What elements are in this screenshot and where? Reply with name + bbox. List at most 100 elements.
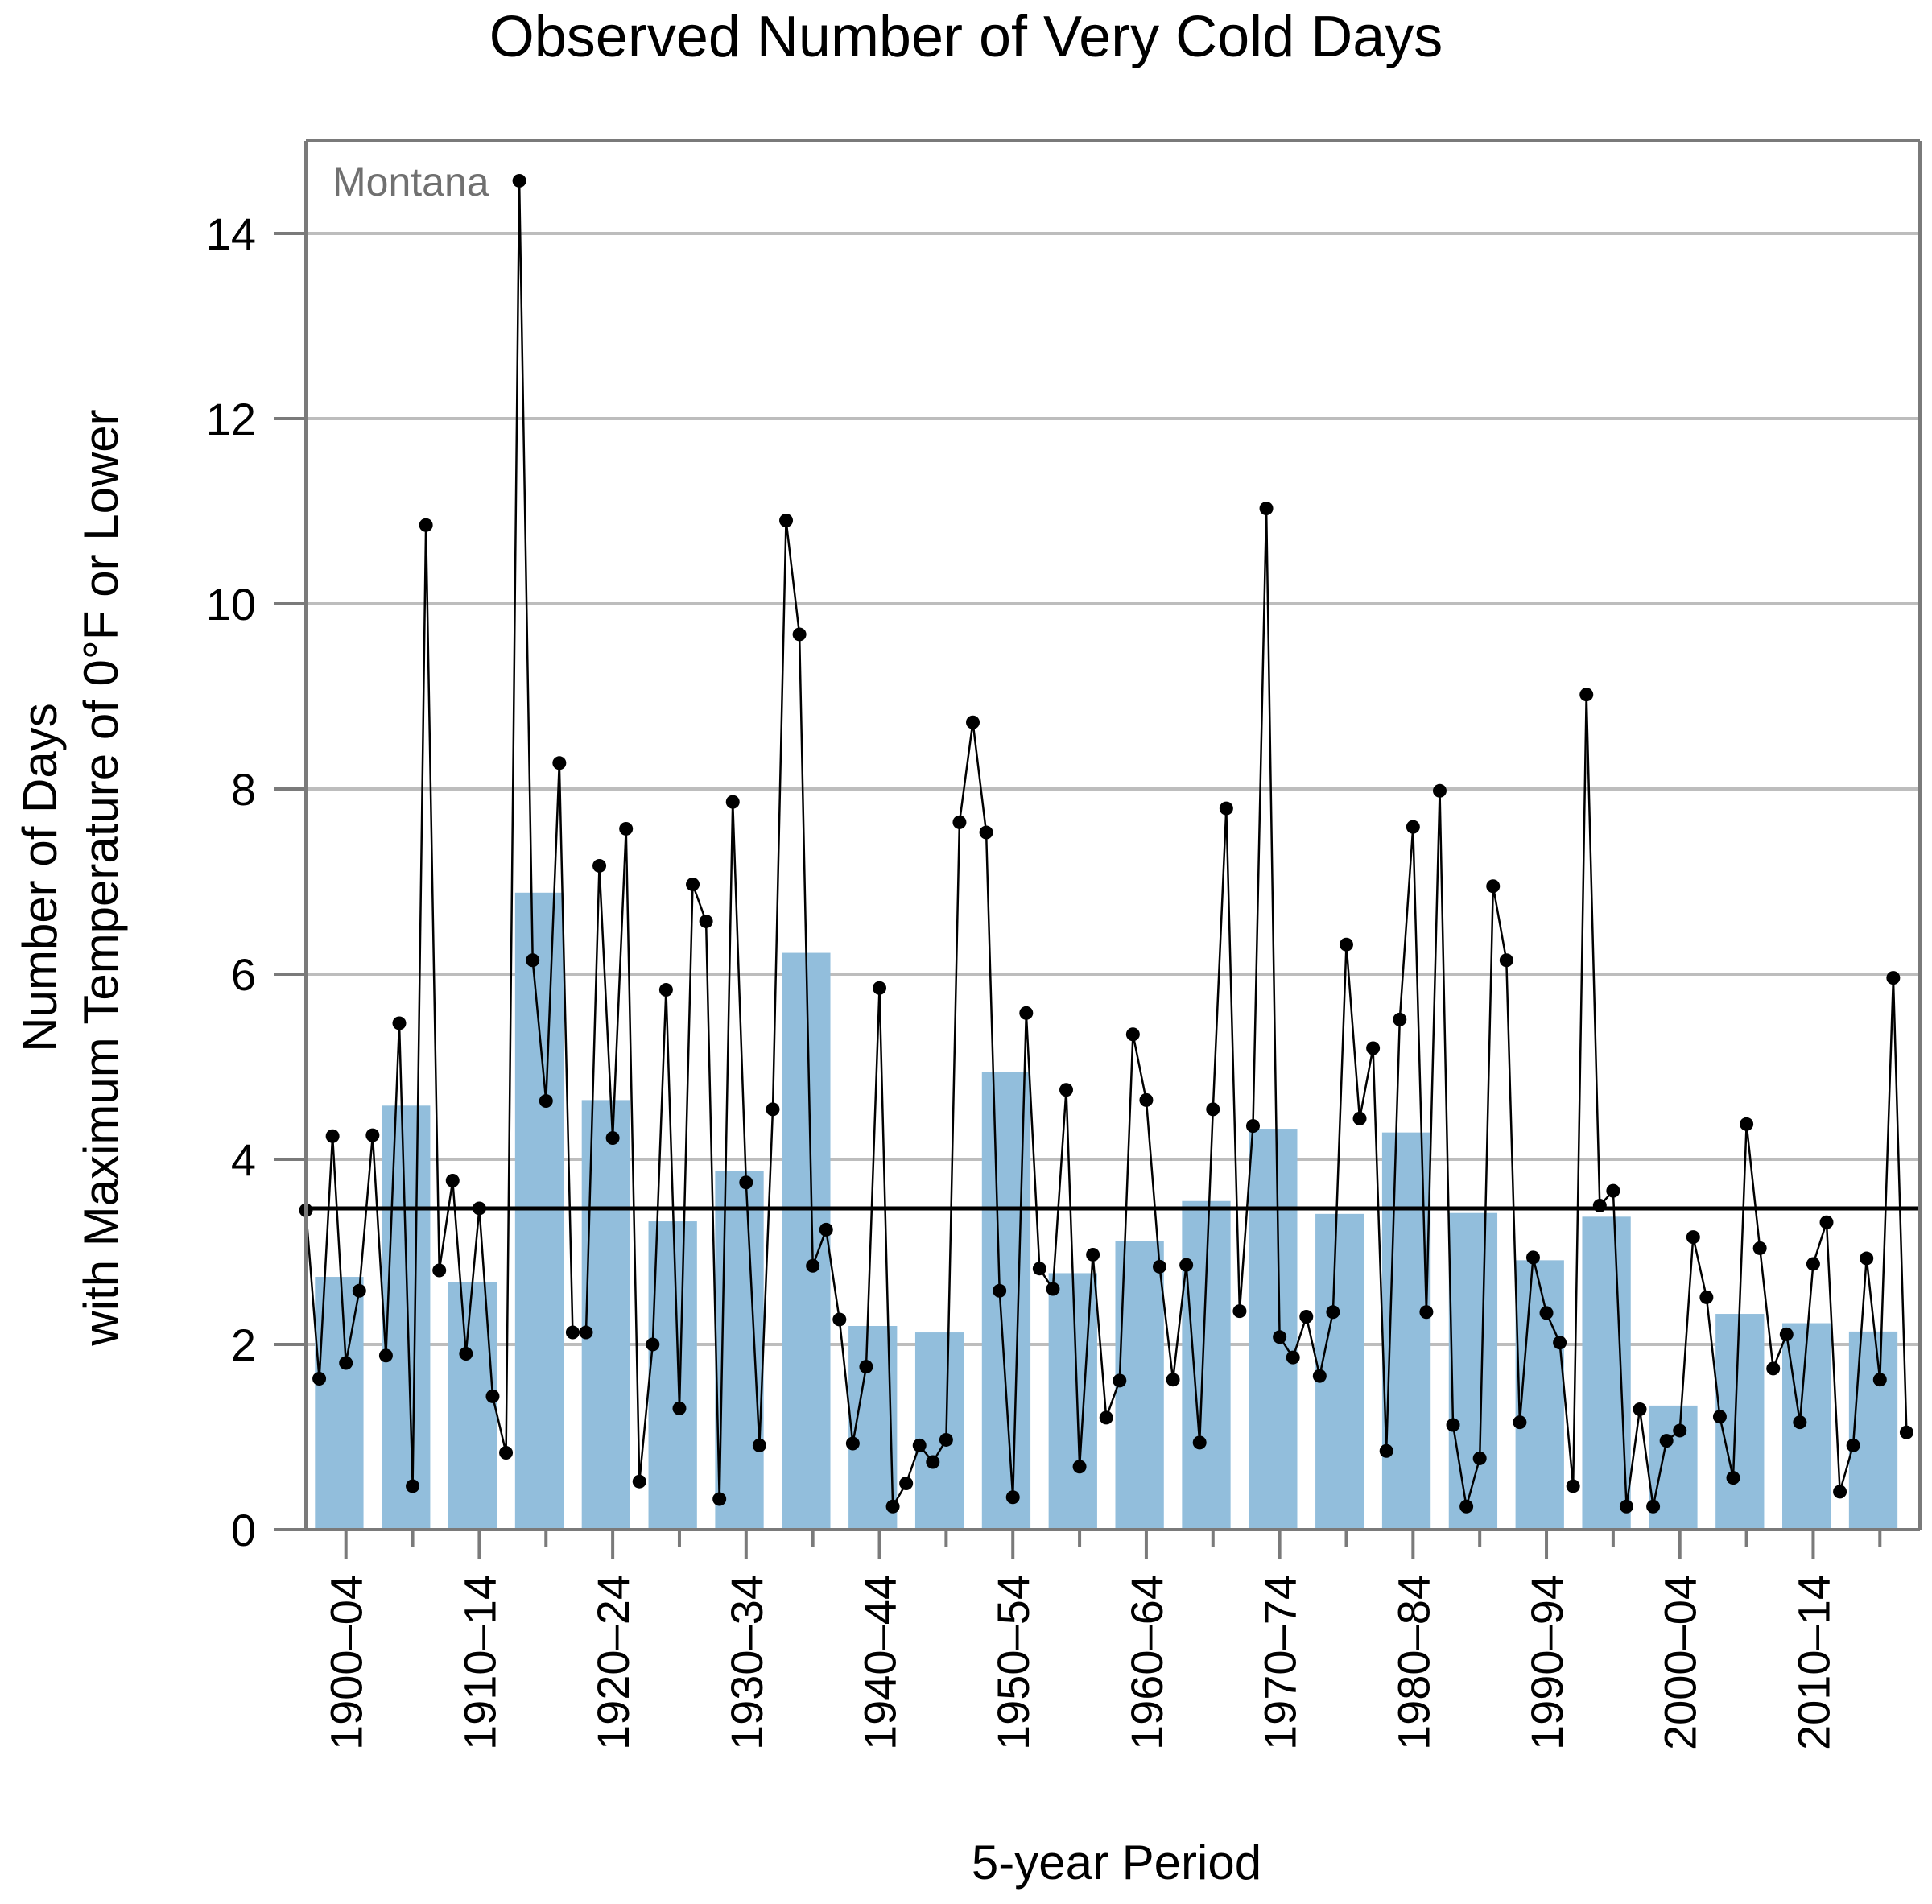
annual-point-1990 [1513,1415,1527,1430]
annual-point-1998 [1619,1499,1633,1514]
annual-point-1903 [352,1283,366,1298]
annual-point-1965 [1179,1258,1194,1272]
y-tick-label-6: 12 [206,394,256,444]
x-tick-label-14: 1970–74 [1255,1575,1306,1750]
annual-point-1960 [1113,1373,1127,1388]
annual-point-1996 [1592,1199,1607,1212]
annual-point-1926 [658,983,673,997]
annual-point-2009 [1766,1361,1781,1376]
annual-point-2019 [1899,1425,1913,1439]
annual-point-1905 [378,1348,393,1363]
annual-point-1908 [419,518,433,532]
x-axis-label: 5-year Period [972,1836,1261,1890]
x-tick-label-12: 1960–64 [1121,1575,1172,1750]
annual-point-1971 [1259,502,1274,516]
annual-point-1956 [1059,1083,1074,1097]
annual-point-1919 [565,1325,580,1340]
annual-point-1968 [1219,801,1233,816]
annual-point-2015 [1846,1438,1860,1452]
annual-point-1972 [1273,1330,1287,1344]
annual-point-1947 [939,1432,953,1447]
annual-point-2017 [1872,1373,1887,1387]
annual-point-1936 [792,627,807,642]
annual-point-1920 [579,1325,593,1340]
annual-point-1906 [392,1016,407,1030]
period-bar-5 [648,1221,697,1530]
annual-point-1981 [1393,1012,1407,1026]
annual-point-1934 [766,1102,780,1117]
period-bar-14 [1249,1129,1298,1530]
annual-point-1943 [886,1499,900,1514]
period-bar-4 [581,1100,630,1530]
period-bar-13 [1182,1200,1231,1530]
annual-point-1994 [1566,1479,1580,1493]
y-tick-label-3: 6 [231,949,256,1000]
annual-point-2010 [1779,1327,1794,1341]
annual-point-1988 [1486,879,1501,894]
annual-point-1973 [1286,1350,1300,1365]
annual-point-1918 [552,756,567,770]
annual-point-1976 [1326,1305,1340,1320]
annual-point-1969 [1232,1304,1247,1319]
annual-point-1999 [1633,1402,1647,1416]
annual-point-1950 [979,825,993,840]
annual-point-1977 [1339,937,1353,952]
annual-point-2003 [1686,1230,1700,1245]
annual-point-2008 [1752,1241,1767,1255]
annual-point-2004 [1699,1290,1714,1304]
annual-point-1958 [1086,1247,1100,1262]
period-bar-7 [782,952,831,1530]
x-axis-ticks: 1900–04 1910–14 1920–24 1930–34 1940–44 1950–… [321,1530,1882,1750]
y-tick-label-4: 8 [231,764,256,815]
annual-point-1955 [1046,1282,1060,1296]
annual-point-1967 [1206,1102,1220,1117]
annual-point-1937 [806,1258,820,1273]
annual-point-1995 [1579,688,1594,702]
x-tick-label-6: 1930–34 [721,1575,772,1750]
annual-point-1975 [1312,1369,1327,1383]
annual-point-1928 [686,877,700,891]
y-tick-label-0: 0 [231,1505,256,1555]
x-tick-label-20: 2000–04 [1655,1575,1706,1750]
period-bar-17 [1448,1212,1498,1530]
annual-point-1917 [539,1094,553,1109]
annual-point-1954 [1032,1262,1046,1276]
annual-point-1925 [646,1337,660,1352]
annual-point-1932 [739,1175,753,1190]
annual-point-1916 [526,953,540,968]
annual-point-1959 [1099,1410,1113,1425]
annual-point-1901 [325,1129,340,1143]
annual-point-1935 [779,514,794,527]
annual-point-2001 [1659,1434,1674,1448]
annual-point-1907 [406,1479,420,1493]
annual-point-1949 [966,715,980,729]
annual-point-1985 [1446,1418,1460,1432]
period-bar-2 [448,1282,497,1530]
period-bar-19 [1582,1216,1631,1530]
grid-lines [306,232,1920,1346]
annual-point-1923 [619,821,634,836]
annual-point-1933 [752,1438,766,1452]
annual-point-1922 [605,1131,620,1146]
annual-point-1989 [1499,953,1513,968]
annual-point-2011 [1793,1415,1807,1430]
x-tick-label-22: 2010–14 [1788,1575,1839,1750]
x-tick-label-16: 1980–84 [1388,1575,1439,1750]
annual-point-1904 [365,1128,380,1142]
period-bar-23 [1848,1331,1898,1530]
annual-point-1941 [859,1360,873,1374]
x-tick-label-4: 1920–24 [588,1575,638,1750]
annual-point-1987 [1472,1451,1487,1465]
annual-point-1991 [1525,1250,1540,1265]
y-tick-label-7: 14 [206,209,256,259]
y-axis-label-line-2: with Maximum Temperature of 0°F or Lower [74,409,128,1346]
annual-point-1993 [1553,1336,1567,1350]
annual-point-1910 [445,1173,460,1187]
annual-point-1997 [1606,1183,1620,1198]
plot-frame [274,139,1922,1531]
y-tick-label-1: 2 [231,1320,256,1370]
annual-point-1983 [1419,1305,1434,1320]
annual-point-1978 [1352,1111,1367,1125]
annual-point-1966 [1192,1435,1207,1450]
annual-point-1952 [1005,1490,1020,1505]
